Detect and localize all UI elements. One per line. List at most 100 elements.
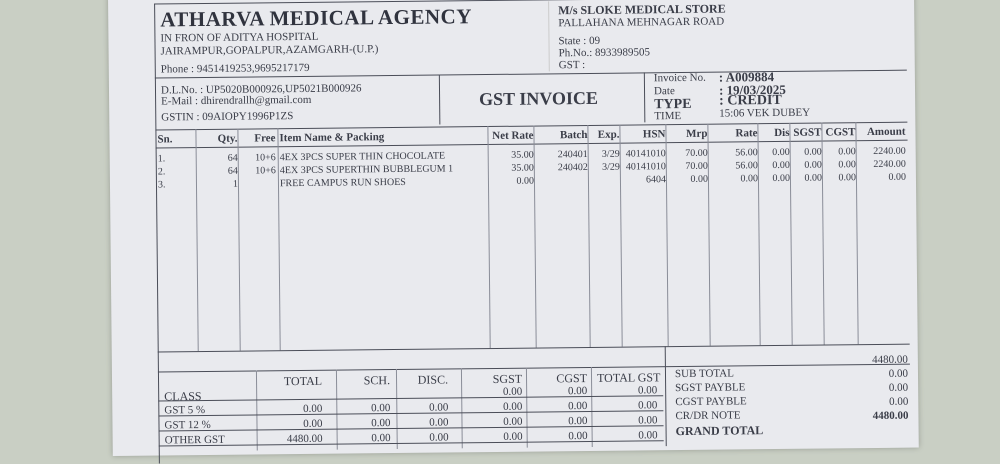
column-header-cgst: CGST	[823, 126, 855, 138]
summary-cell: 0.00	[342, 417, 390, 430]
cell-qty: 64	[198, 153, 238, 164]
column-header-rate: Rate	[709, 127, 757, 140]
column-header-amount: Amount	[857, 126, 905, 139]
column-header-sn: Sn.	[157, 133, 195, 145]
cell-qty: 1	[198, 179, 238, 190]
column-header-hsn: HSN	[621, 128, 665, 140]
cell-sn: 1.	[158, 153, 196, 164]
total-value: 4480.00	[812, 354, 908, 367]
seller-email: E-Mail : dhirendrallh@gmail.com	[161, 94, 311, 108]
summary-cell: 0.00	[533, 430, 588, 443]
total-value: 0.00	[812, 382, 908, 395]
cell-item-name: 4EX 3PCS SUPERTHIN BUBBLEGUM 1	[280, 163, 490, 176]
summary-cell: 0.00	[468, 431, 523, 444]
cell-amount: 2240.00	[858, 159, 906, 171]
seller-phone: Phone : 9451419253,9695217179	[161, 62, 310, 76]
cell-amount: 2240.00	[858, 146, 906, 158]
cell-batch: 240402	[536, 162, 588, 174]
summary-cell: GST 5 %	[164, 403, 254, 416]
summary-header: TOTAL	[262, 374, 322, 390]
summary-cell: 0.00	[342, 402, 390, 415]
summary-header: CLASS	[164, 388, 254, 404]
invoice-no-label: Invoice No.	[654, 72, 706, 85]
column-header-dis: Dis	[759, 127, 789, 139]
cell-sgst: 0.00	[792, 173, 822, 184]
cell-batch: 240401	[536, 149, 588, 161]
cell-sgst: 0.00	[792, 160, 822, 171]
total-label-cgst-payble: CGST PAYBLE	[675, 395, 747, 408]
cell-rate: 0.00	[710, 173, 758, 185]
cell-mrp: 0.00	[668, 174, 708, 185]
summary-cell: 0.00	[532, 415, 587, 428]
invoice-paper: ATHARVA MEDICAL AGENCY IN FRON OF ADITYA…	[108, 0, 919, 456]
cell-cgst: 0.00	[824, 172, 856, 183]
summary-cell: 4480.00	[263, 433, 323, 446]
cell-hsn: 40141010	[622, 148, 666, 159]
seller-name: ATHARVA MEDICAL AGENCY	[160, 4, 472, 32]
cell-net-rate: 0.00	[490, 176, 534, 187]
summary-cell: 0.00	[598, 429, 658, 442]
column-divider	[336, 370, 338, 450]
summary-cell: 0.00	[262, 418, 322, 431]
summary-cell: 0.00	[597, 414, 657, 427]
cell-exp: 3/29	[590, 162, 620, 173]
column-divider	[256, 370, 258, 450]
total-value: 0.00	[812, 396, 908, 409]
column-header-mrp: Mrp	[667, 128, 707, 140]
summary-cell: 0.00	[402, 416, 448, 428]
divider	[665, 346, 667, 446]
column-header-batch: Batch	[535, 129, 587, 142]
cell-hsn: 40141010	[622, 161, 666, 172]
summary-cell: 0.00	[532, 385, 587, 398]
cell-item-name: FREE CAMPUS RUN SHOES	[280, 176, 490, 189]
buyer-phone: Ph.No.: 8933989505	[559, 46, 650, 59]
total-label-grand-total: GRAND TOTAL	[676, 423, 764, 439]
total-value: 4480.00	[812, 410, 908, 423]
time-value: 15:06 VEK DUBEY	[719, 107, 810, 120]
total-value: 0.00	[812, 368, 908, 381]
summary-cell: 0.00	[343, 432, 391, 445]
cell-hsn: 6404	[622, 174, 666, 185]
total-label-sub-total: SUB TOTAL	[675, 367, 734, 380]
summary-cell: 0.00	[532, 400, 587, 413]
summary-cell: 0.00	[467, 401, 522, 414]
column-divider	[461, 368, 463, 448]
cell-net-rate: 35.00	[490, 150, 534, 161]
column-divider	[526, 368, 528, 448]
cell-exp: 3/29	[590, 149, 620, 160]
cell-sn: 3.	[158, 179, 196, 190]
summary-header: SCH.	[342, 373, 390, 389]
total-label-sgst-payble: SGST PAYBLE	[675, 381, 745, 394]
header-box	[154, 0, 906, 6]
cell-amount: 0.00	[858, 172, 906, 184]
column-header-item-name: Item Name & Packing	[279, 130, 489, 144]
column-divider	[591, 367, 593, 447]
cell-sgst: 0.00	[792, 147, 822, 158]
cell-mrp: 70.00	[668, 161, 708, 172]
summary-cell: 0.00	[403, 431, 449, 443]
cell-qty: 64	[198, 166, 238, 177]
summary-cell: GST 12 %	[164, 418, 254, 431]
date-label: Date	[654, 85, 675, 97]
cell-item-name: 4EX 3PCS SUPER THIN CHOCOLATE	[280, 150, 490, 163]
cell-rate: 56.00	[710, 160, 758, 172]
buyer-state: State : 09	[558, 35, 600, 47]
cell-rate: 56.00	[710, 147, 758, 159]
summary-header: DISC.	[402, 372, 448, 387]
summary-cell: 0.00	[597, 399, 657, 412]
cell-cgst: 0.00	[824, 146, 856, 157]
cell-batch	[536, 175, 588, 176]
time-label: TIME	[654, 110, 681, 122]
column-header-net-rate: Net Rate	[489, 130, 533, 142]
summary-cell: 0.00	[402, 401, 448, 413]
column-header-sgst: SGST	[791, 127, 821, 139]
summary-cell: 0.00	[597, 384, 657, 397]
document-title: GST INVOICE	[479, 88, 598, 110]
summary-cell: OTHER GST	[165, 433, 255, 446]
cell-cgst: 0.00	[824, 159, 856, 170]
cell-net-rate: 35.00	[490, 163, 534, 174]
buyer-gst: GST :	[559, 59, 586, 71]
cell-dis: 0.00	[760, 173, 790, 184]
cell-free: 10+6	[240, 152, 276, 163]
column-header-free: Free	[239, 132, 275, 144]
